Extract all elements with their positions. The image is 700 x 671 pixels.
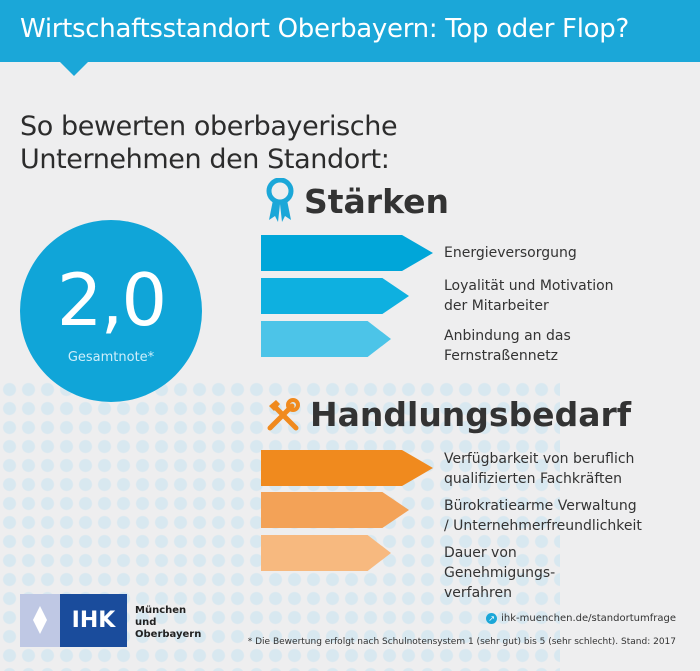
need-label-2: Bürokratiearme Verwaltung / Unternehmerf… bbox=[444, 498, 642, 534]
header-banner: Wirtschaftsstandort Oberbayern: Top oder… bbox=[0, 0, 700, 76]
overall-grade-label: Gesamtnote* bbox=[67, 350, 155, 365]
logo-name: München und Oberbayern bbox=[135, 605, 202, 640]
strengths-heading: Stärken bbox=[266, 178, 449, 224]
overall-grade: 2,0 bbox=[56, 258, 168, 342]
strengths-title: Stärken bbox=[304, 181, 450, 221]
page-title: Wirtschaftsstandort Oberbayern: Top oder… bbox=[20, 14, 629, 44]
needs-heading: Handlungsbedarf bbox=[266, 395, 631, 434]
need-arrow-2 bbox=[261, 492, 409, 528]
score-circle: 2,0 Gesamtnote* bbox=[20, 220, 202, 402]
subtitle: So bewerten oberbayerische Unternehmen d… bbox=[20, 111, 398, 175]
logo-diamond-icon bbox=[20, 594, 60, 647]
strength-label-3: Anbindung an das Fernstraßennetz bbox=[444, 328, 571, 364]
footnote: * Die Bewertung erfolgt nach Schulnotens… bbox=[247, 637, 676, 647]
needs-title: Handlungsbedarf bbox=[310, 395, 632, 434]
strength-label-2: Loyalität und Motivation der Mitarbeiter bbox=[444, 278, 614, 314]
award-ribbon-icon bbox=[266, 178, 294, 222]
strength-label-1: Energieversorgung bbox=[444, 245, 577, 261]
need-arrow-1 bbox=[261, 450, 433, 486]
need-label-3: Dauer von Genehmigungs-verfahren bbox=[444, 545, 556, 601]
arrow-link-icon: ↗ bbox=[486, 613, 498, 624]
tools-icon bbox=[267, 397, 300, 430]
need-label-1: Verfügbarkeit von beruflich qualifiziert… bbox=[444, 451, 635, 487]
need-arrow-3 bbox=[261, 535, 391, 571]
strength-arrow-3 bbox=[261, 321, 391, 357]
logo-abbr: IHK bbox=[60, 594, 127, 647]
strength-arrow-1 bbox=[261, 235, 433, 271]
strength-arrow-2 bbox=[261, 278, 409, 314]
ihk-logo: IHK bbox=[20, 594, 127, 647]
survey-link[interactable]: ↗ ihk-muenchen.de/standortumfrage bbox=[486, 613, 676, 624]
survey-url[interactable]: ihk-muenchen.de/standortumfrage bbox=[501, 613, 676, 624]
